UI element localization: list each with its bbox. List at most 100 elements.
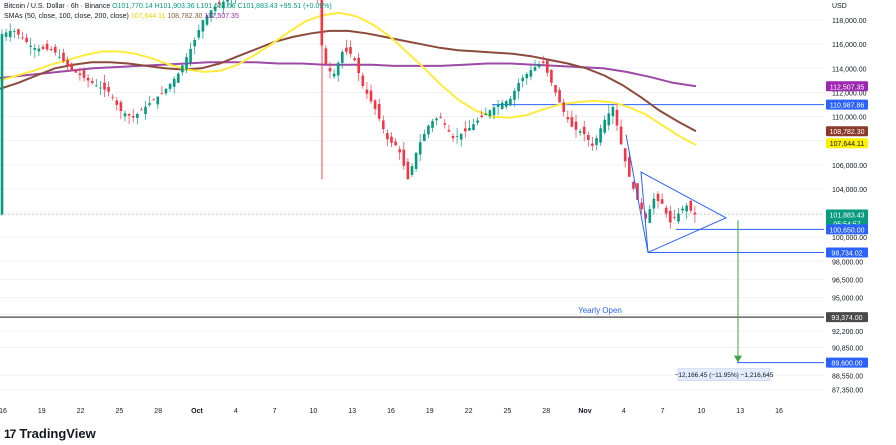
candle (185, 53, 188, 74)
y-tick-label: 92,200.00 (832, 329, 863, 336)
candle (181, 64, 184, 76)
candle (562, 98, 565, 117)
candle (172, 76, 176, 94)
candle (484, 107, 488, 116)
target-arrow-head (734, 355, 742, 363)
price-tag: 108,782.30 (826, 126, 868, 137)
yearly-open-label: Yearly Open (578, 306, 622, 315)
candle-body (345, 47, 348, 52)
price-tag: 98,734.02 (826, 247, 868, 258)
candle-body (595, 138, 598, 145)
candle-body (476, 120, 479, 123)
price-tag-bg (826, 224, 868, 235)
candle (570, 110, 574, 128)
candle (431, 118, 434, 133)
candle (177, 72, 180, 83)
candle-body (213, 6, 217, 11)
y-tick-label: 116,000.00 (832, 42, 867, 49)
candle-body (472, 124, 475, 130)
candle (591, 136, 594, 151)
y-tick-label: 104,000.00 (832, 187, 867, 194)
candle (582, 120, 586, 142)
y-tick-label: 90,850.00 (832, 346, 863, 353)
candle-body (423, 133, 426, 141)
flagpole-line (625, 134, 649, 253)
candle (144, 100, 147, 120)
candle-body (480, 115, 483, 118)
candle (472, 119, 475, 131)
x-tick-label: 28 (154, 408, 162, 415)
candle-body (468, 127, 471, 131)
triangle-pattern: −12,166.45 (−11.95%) −1,216,645 (625, 134, 774, 381)
candle (505, 99, 508, 110)
x-tick-label: 13 (348, 408, 356, 415)
candle-body (484, 113, 488, 116)
candle (554, 85, 557, 97)
y-tick-label: 118,000.00 (832, 18, 867, 25)
candle (107, 81, 110, 97)
horizontal-levels: Yearly Open (0, 104, 824, 364)
candle-body (90, 80, 94, 83)
candle-body (689, 200, 693, 211)
candle-body (205, 15, 209, 25)
candle (632, 180, 635, 192)
candle-body (533, 67, 537, 71)
price-tag-text: 101,883.43 (829, 212, 864, 219)
candle (197, 24, 201, 40)
candle (127, 113, 131, 124)
candle (377, 98, 381, 122)
candle-body (488, 110, 492, 117)
candle-body (623, 148, 627, 162)
y-tick-label: 112,000.00 (832, 90, 867, 97)
candle (509, 96, 512, 107)
candle-body (201, 20, 205, 32)
price-tag-bg (826, 247, 868, 258)
candle-body (123, 113, 127, 117)
y-tick-label: 114,000.00 (832, 66, 867, 73)
candle (628, 151, 631, 177)
candle-body (361, 75, 365, 86)
y-tick-label: 95,000.00 (832, 295, 863, 302)
candle-body (13, 30, 16, 32)
candle (439, 112, 442, 119)
price-tag: 89,600.00 (826, 357, 868, 368)
candle-body (328, 68, 332, 72)
x-tick-label: 25 (504, 408, 512, 415)
tradingview-logo[interactable]: 17 TradingView (4, 426, 96, 441)
candle (103, 74, 106, 97)
candle-body (353, 58, 356, 61)
candle-body (607, 113, 611, 126)
candle-body (41, 46, 45, 50)
candle (513, 88, 516, 107)
candle-body (500, 102, 504, 109)
candle (168, 83, 172, 92)
y-tick-label: 98,000.00 (832, 259, 863, 266)
currency-label[interactable]: USD (832, 3, 847, 10)
price-tag-bg (826, 99, 868, 110)
candle-body (357, 57, 360, 74)
candle-body (418, 142, 422, 155)
candle (611, 104, 615, 125)
candle (443, 119, 447, 129)
candle (410, 163, 414, 177)
candle (587, 131, 590, 147)
candle-body (152, 99, 155, 101)
candle (693, 205, 697, 223)
candle (156, 96, 160, 109)
candle (341, 49, 344, 69)
price-tag: 93,374.00 (826, 312, 868, 323)
candle-body (681, 208, 684, 211)
candle (537, 61, 541, 70)
candle (578, 128, 582, 136)
candle-body (119, 102, 123, 112)
candle-body (509, 98, 512, 106)
candle-body (632, 182, 635, 189)
price-tag-bg (826, 81, 868, 92)
candle (476, 117, 479, 126)
candle-body (439, 116, 442, 118)
candle-body (82, 70, 86, 78)
candle (459, 133, 463, 147)
candle (500, 99, 504, 110)
candle-body (369, 90, 373, 102)
